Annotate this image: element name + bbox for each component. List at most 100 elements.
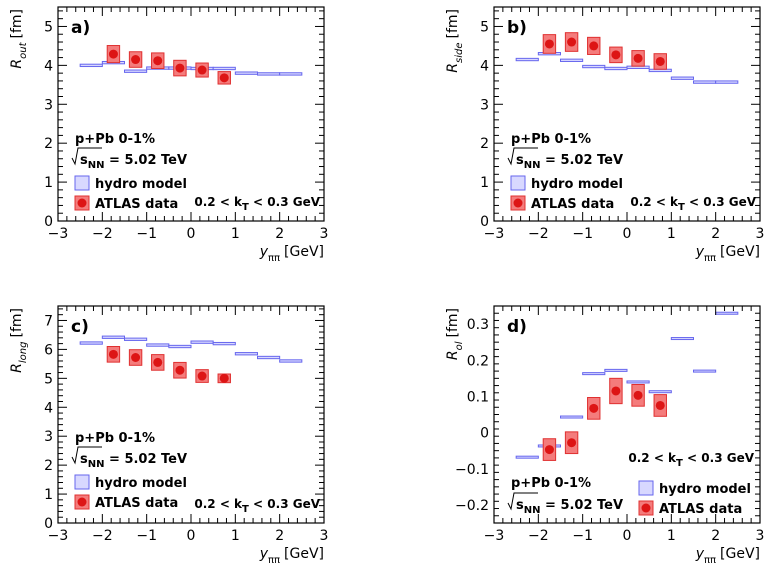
- panel-label: a): [71, 18, 90, 38]
- legend: hydro model ATLAS data: [74, 474, 187, 511]
- x-tick-label: 0: [623, 528, 632, 544]
- panel-label: c): [71, 317, 89, 337]
- x-tick-label: −1: [136, 528, 157, 544]
- sqrt-sign: [71, 446, 102, 465]
- hydro-box: [515, 57, 539, 62]
- y-tick-label: 4: [44, 400, 53, 416]
- legend-hydro-swatch: [74, 474, 90, 490]
- hydro-series: [79, 335, 303, 363]
- hydro-box: [168, 344, 192, 349]
- x-tick-label: −3: [48, 226, 69, 242]
- atlas-point: [611, 50, 621, 60]
- atlas-point: [544, 445, 554, 455]
- legend-atlas-label: ATLAS data: [531, 197, 614, 212]
- atlas-point: [131, 55, 141, 65]
- atlas-point: [544, 39, 554, 49]
- y-tick-label: 3: [44, 429, 53, 445]
- y-tick-label: 3: [44, 97, 53, 113]
- x-tick-label: −3: [484, 226, 505, 242]
- legend-hydro-swatch: [510, 175, 526, 191]
- x-axis-title: yππ [GeV]: [695, 244, 760, 264]
- x-tick-label: 2: [711, 528, 720, 544]
- atlas-point: [611, 386, 621, 396]
- hydro-box: [101, 335, 126, 339]
- atlas-point: [633, 53, 643, 63]
- legend-hydro-label: hydro model: [531, 177, 623, 192]
- legend-atlas-label: ATLAS data: [95, 496, 178, 511]
- sqrt-sign: [507, 492, 538, 511]
- y-axis-title: Rol[fm]: [445, 308, 465, 360]
- atlas-series: [106, 45, 231, 85]
- sqrt-sign: [507, 147, 538, 166]
- y-tick-label: 0: [480, 214, 489, 230]
- y-axis-title: Rout[fm]: [9, 9, 29, 69]
- y-tick-label: 3: [480, 97, 489, 113]
- y-axis-title: Rlong[fm]: [9, 308, 29, 373]
- x-axis-title: yππ [GeV]: [695, 546, 760, 566]
- hydro-box: [670, 337, 694, 341]
- x-axis-title: yππ [GeV]: [259, 546, 324, 566]
- y-tick-label: 2: [44, 458, 53, 474]
- x-tick-label: 2: [711, 226, 720, 242]
- legend-atlas-marker: [77, 497, 87, 507]
- atlas-point: [197, 65, 207, 75]
- svg-text:sNN = 5.02 TeV: sNN = 5.02 TeV: [80, 153, 187, 171]
- hydro-box: [560, 415, 584, 419]
- legend-hydro-label: hydro model: [95, 476, 187, 491]
- y-tick-label: 6: [44, 342, 53, 358]
- y-tick-label: 4: [44, 58, 53, 74]
- hydro-box: [582, 64, 606, 69]
- kt-range-label: 0.2 < kT < 0.3 GeV: [628, 451, 754, 469]
- legend-atlas-marker: [641, 503, 651, 513]
- x-tick-label: 3: [320, 528, 329, 544]
- y-axis-title: Rside[fm]: [445, 9, 465, 73]
- y-tick-label: 4: [480, 58, 489, 74]
- x-tick-label: −2: [92, 226, 113, 242]
- x-tick-label: 3: [756, 226, 765, 242]
- hydro-box: [234, 352, 258, 356]
- atlas-point: [567, 438, 577, 448]
- hydro-box: [604, 368, 628, 372]
- hydro-box: [604, 66, 628, 71]
- hydro-box: [79, 341, 103, 345]
- atlas-point: [175, 365, 185, 375]
- hydro-box: [190, 340, 214, 344]
- x-tick-label: −3: [484, 528, 505, 544]
- hydro-box: [212, 66, 236, 71]
- x-tick-label: 1: [667, 528, 676, 544]
- hydro-box: [79, 63, 103, 68]
- atlas-point: [153, 357, 163, 367]
- hydro-box: [257, 355, 281, 360]
- legend-atlas-marker: [513, 198, 523, 208]
- legend-atlas-label: ATLAS data: [95, 197, 178, 212]
- atlas-series: [542, 377, 667, 461]
- hydro-box: [582, 372, 606, 376]
- x-axis-title: yππ [GeV]: [259, 244, 324, 264]
- kt-range-label: 0.2 < kT < 0.3 GeV: [194, 195, 320, 213]
- legend-hydro-swatch: [638, 480, 654, 496]
- x-tick-label: 1: [667, 226, 676, 242]
- hydro-box: [146, 343, 170, 347]
- hydro-box: [560, 58, 584, 62]
- energy-label: sNN = 5.02 TeV: [71, 446, 187, 470]
- energy-label: sNN = 5.02 TeV: [507, 492, 623, 516]
- hydro-box: [124, 337, 148, 341]
- hydro-box: [279, 72, 303, 76]
- x-tick-label: 1: [231, 226, 240, 242]
- x-tick-label: −3: [48, 528, 69, 544]
- y-tick-label: 5: [44, 371, 53, 387]
- hydro-series: [515, 52, 739, 84]
- x-tick-label: −2: [92, 528, 113, 544]
- legend-hydro-label: hydro model: [95, 177, 187, 192]
- hydro-box: [648, 390, 672, 394]
- hydro-series: [515, 311, 739, 459]
- svg-text:sNN = 5.02 TeV: sNN = 5.02 TeV: [516, 153, 623, 171]
- atlas-point: [197, 371, 207, 381]
- hydro-box: [715, 311, 739, 315]
- y-tick-label: 0.2: [467, 353, 489, 369]
- panel-label: d): [507, 317, 527, 337]
- x-tick-label: −1: [572, 528, 593, 544]
- y-tick-label: 1: [480, 175, 489, 191]
- y-tick-label: 2: [480, 136, 489, 152]
